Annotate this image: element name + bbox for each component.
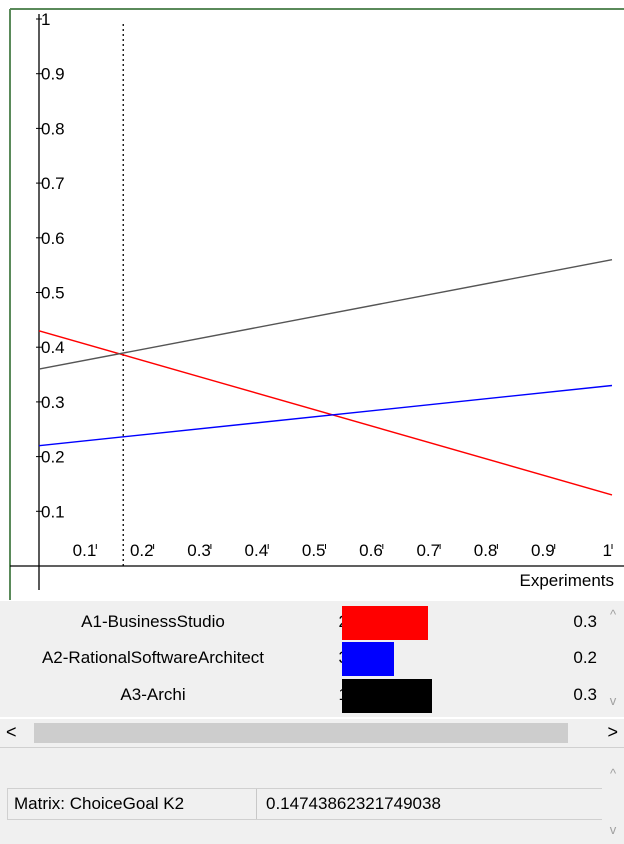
y-tick-label: 1 <box>41 10 50 29</box>
list-item[interactable]: A3-Archi 1 0.3 <box>12 679 597 713</box>
x-tick-label: 0.7 <box>416 541 440 560</box>
alternative-name: A1-BusinessStudio <box>81 612 225 631</box>
alternative-value: 0.2 <box>573 648 597 667</box>
series-line-1 <box>38 330 613 496</box>
alternative-bar <box>342 642 394 676</box>
y-tick-label: 0.2 <box>41 448 65 467</box>
x-tick-label: 0.9 <box>531 541 555 560</box>
x-tick-label: 1 <box>603 541 612 560</box>
horizontal-scrollbar[interactable]: < > <box>0 719 624 747</box>
alternatives-list: A1-BusinessStudio 2 0.3 A2-RationalSoftw… <box>0 601 624 717</box>
y-tick-label: 0.4 <box>41 338 65 357</box>
info-panel: Matrix: ChoiceGoal K2 0.1474386232174903… <box>0 747 624 844</box>
y-tick-label: 0.3 <box>41 393 65 412</box>
scroll-down-icon[interactable]: v <box>609 693 617 708</box>
scrollbar-thumb[interactable] <box>34 723 568 743</box>
x-tick-label: 0.4 <box>245 541 269 560</box>
x-tick-label: 0.3 <box>187 541 211 560</box>
series-line-3 <box>38 259 613 370</box>
y-tick-label: 0.6 <box>41 229 65 248</box>
y-tick-label: 0.1 <box>41 502 65 521</box>
y-tick-label: 0.9 <box>41 65 65 84</box>
matrix-info-row[interactable]: Matrix: ChoiceGoal K2 0.1474386232174903… <box>7 788 603 820</box>
alternative-bar <box>342 679 432 713</box>
x-tick-label: 0.6 <box>359 541 383 560</box>
list-item[interactable]: A1-BusinessStudio 2 0.3 <box>12 606 597 640</box>
scroll-left-icon[interactable]: < <box>6 722 17 742</box>
y-tick-label: 0.5 <box>41 284 65 303</box>
divider <box>256 789 257 819</box>
sensitivity-chart: 0.1 0.2 0.3 0.4 0.5 0.6 0.7 0.8 0.9 1 0.1 0.2 0.3 0.4… <box>9 8 624 600</box>
scroll-right-icon[interactable]: > <box>607 722 618 742</box>
list-vertical-scrollbar[interactable]: ^ v <box>602 601 624 717</box>
chart-panel: 0.1 0.2 0.3 0.4 0.5 0.6 0.7 0.8 0.9 1 0.1 0.2 0.3 0.4… <box>9 8 624 600</box>
x-tick-label: 0.1 <box>73 541 97 560</box>
panel-vertical-scrollbar[interactable]: ^ v <box>602 748 624 843</box>
alternative-name: A2-RationalSoftwareArchitect <box>41 648 265 667</box>
x-tick-label: 0.5 <box>302 541 326 560</box>
x-tick-label: 0.8 <box>474 541 498 560</box>
scroll-up-icon[interactable]: ^ <box>609 766 617 781</box>
y-tick-label: 0.8 <box>41 119 65 138</box>
scroll-up-icon[interactable]: ^ <box>609 607 617 622</box>
alternative-name: A3-Archi <box>120 685 186 704</box>
list-item[interactable]: A2-RationalSoftwareArchitect 3 0.2 <box>12 642 597 676</box>
alternative-value: 0.3 <box>573 612 597 631</box>
alternative-bar <box>342 606 428 640</box>
y-tick-label: 0.7 <box>41 174 65 193</box>
x-axis-title: Experiments <box>519 571 614 590</box>
series-line-2 <box>38 384 613 447</box>
matrix-value: 0.14743862321749038 <box>266 794 441 813</box>
scroll-down-icon[interactable]: v <box>609 822 617 837</box>
matrix-label: Matrix: ChoiceGoal K2 <box>14 794 185 813</box>
alternative-value: 0.3 <box>573 685 597 704</box>
x-tick-label: 0.2 <box>130 541 154 560</box>
